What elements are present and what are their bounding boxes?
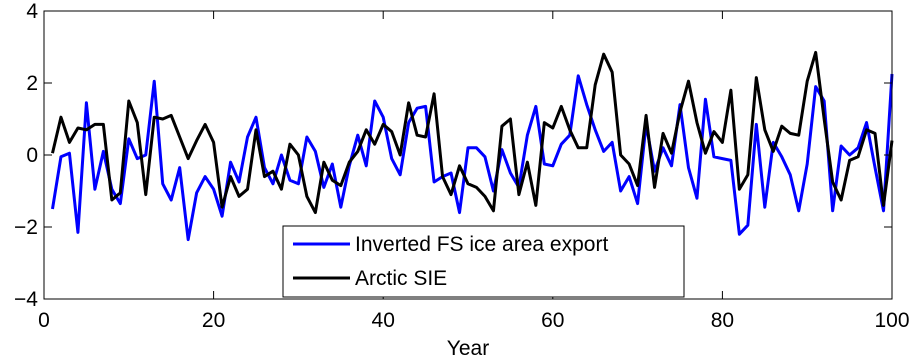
legend-box bbox=[282, 225, 685, 298]
series-line-arctic-sie bbox=[51, 50, 894, 215]
legend-label-arctic-sie: Arctic SIE bbox=[355, 267, 447, 290]
x-tick-label: 60 bbox=[541, 309, 564, 332]
series-line-inverted-fs-ice-area-export bbox=[50, 73, 894, 242]
x-tick-label: 100 bbox=[874, 309, 909, 332]
axis-ticks bbox=[43, 10, 893, 300]
x-tick-label: 40 bbox=[372, 309, 395, 332]
legend-label-inverted-fs: Inverted FS ice area export bbox=[355, 233, 608, 256]
y-tick-label: 4 bbox=[26, 0, 38, 23]
x-axis-label: Year bbox=[447, 337, 489, 359]
y-tick-label: −2 bbox=[14, 216, 38, 239]
legend: Inverted FS ice area export Arctic SIE bbox=[282, 225, 685, 298]
y-tick-label: 0 bbox=[26, 144, 38, 167]
x-tick-labels: 0 20 40 60 80 100 bbox=[38, 309, 909, 332]
x-tick-label: 20 bbox=[202, 309, 225, 332]
y-tick-label: 2 bbox=[26, 72, 38, 95]
y-tick-label: −4 bbox=[14, 288, 38, 311]
x-tick-label: 80 bbox=[711, 309, 734, 332]
y-tick-labels: −4 −2 0 2 4 bbox=[14, 0, 38, 311]
x-tick-label: 0 bbox=[38, 309, 50, 332]
series-layer bbox=[50, 50, 894, 242]
